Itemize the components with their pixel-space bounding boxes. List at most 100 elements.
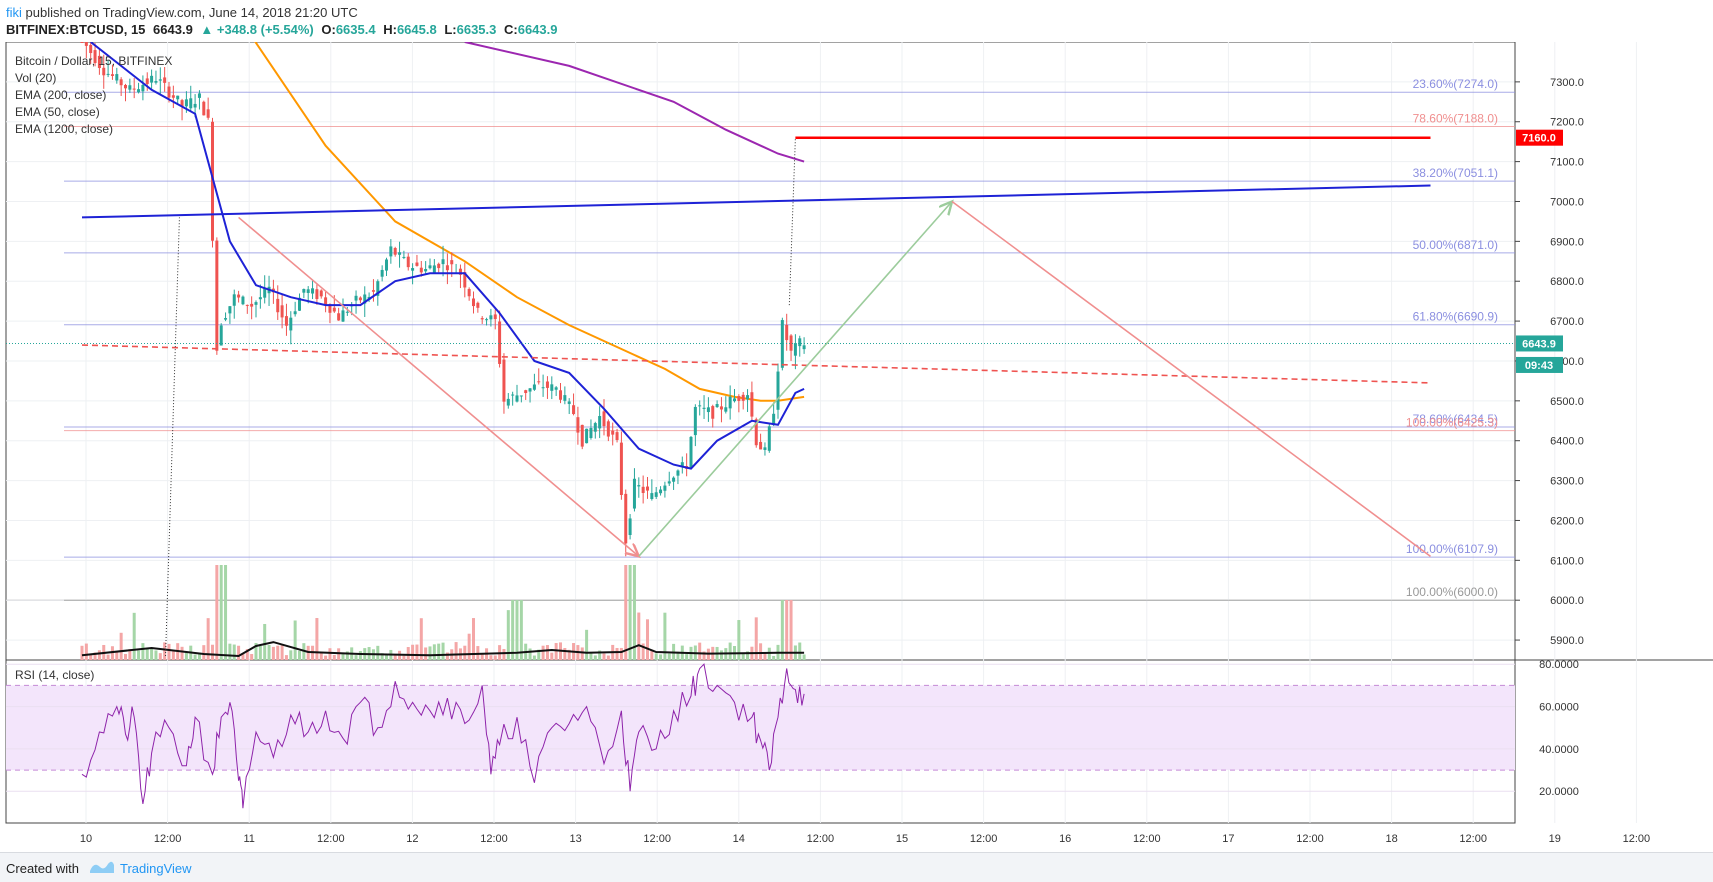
volume-bar <box>532 655 536 660</box>
volume-bar <box>780 600 784 660</box>
volume-bar <box>528 648 532 660</box>
time-tick-label: 11 <box>243 833 254 845</box>
volume-bar <box>641 643 645 660</box>
candle-body <box>380 269 384 277</box>
candle-body <box>767 426 771 451</box>
candle-body <box>276 298 280 313</box>
volume-bar <box>650 649 654 660</box>
volume-bar <box>580 647 584 660</box>
rsi-line <box>81 663 805 809</box>
candle-body <box>258 297 262 300</box>
candle-body <box>715 404 719 408</box>
legend-title: Bitcoin / Dollar, 15, BITFINEX <box>15 54 173 68</box>
candle-body <box>519 395 523 397</box>
candle-body <box>472 298 475 307</box>
candle-body <box>176 95 180 100</box>
candle-body <box>363 294 367 304</box>
high-value: 6645.8 <box>396 22 437 37</box>
volume-bar <box>115 651 119 660</box>
candle-body <box>785 324 789 341</box>
candle-body <box>437 263 441 269</box>
candle-body <box>576 417 580 433</box>
volume-bar <box>685 654 689 660</box>
candle-body <box>328 304 332 313</box>
candle-body <box>197 93 201 98</box>
volume-ma-line <box>81 641 805 658</box>
volume-bar <box>150 647 154 660</box>
candle-body <box>150 75 154 83</box>
volume-bar <box>202 645 206 660</box>
candle-body <box>389 246 393 257</box>
volume-bar <box>93 652 97 660</box>
candle-body <box>224 318 228 320</box>
candle-body <box>84 42 88 46</box>
candle-body <box>502 359 506 402</box>
volume-bar <box>654 653 658 660</box>
rsi-tick-label: 60.0000 <box>1539 702 1579 714</box>
volume-bar <box>472 618 475 660</box>
price-change: ▲ +348.8 (+5.54%) <box>200 22 314 37</box>
candle-body <box>141 84 145 92</box>
volume-bar <box>380 653 384 660</box>
candle-body <box>759 441 763 450</box>
tradingview-link[interactable]: TradingView <box>120 861 192 876</box>
volume-bar <box>332 654 336 660</box>
volume-bar <box>184 652 188 660</box>
volume-bar <box>519 600 523 660</box>
close-value: 6643.9 <box>517 22 558 37</box>
candle-body <box>376 281 380 296</box>
author-link[interactable]: fiki <box>6 5 22 20</box>
volume-bar <box>789 600 793 660</box>
volume-bar <box>358 651 362 660</box>
candle-body <box>632 478 636 509</box>
candle-body <box>550 384 554 391</box>
volume-bar <box>502 648 506 660</box>
publication-header: fiki published on TradingView.com, June … <box>0 0 1713 42</box>
time-tick-label: 12 <box>406 833 418 845</box>
candle-body <box>572 405 576 415</box>
candle-body <box>606 421 610 437</box>
projection-dotted-line <box>788 137 796 306</box>
candle-body <box>515 395 519 402</box>
candle-body <box>293 311 297 315</box>
volume-bar <box>589 652 593 660</box>
candle-body <box>702 407 706 409</box>
candle-body <box>280 305 284 318</box>
volume-bar <box>728 642 732 660</box>
candle-body <box>654 492 658 497</box>
volume-bar <box>319 652 323 660</box>
volume-bar <box>106 654 110 660</box>
time-tick-label: 12:00 <box>154 833 182 845</box>
time-tick-label: 16 <box>1059 833 1071 845</box>
price-chart[interactable]: 10 12:00 11 12:00 12 12:00 13 12:00 14 12:00 15 12:… <box>0 42 1713 852</box>
volume-bar <box>698 642 702 660</box>
candle-body <box>624 493 628 544</box>
candle-body <box>680 462 684 467</box>
projection-dotted-line <box>165 217 180 657</box>
candle-body <box>628 518 632 536</box>
volume-bar <box>158 653 162 660</box>
volume-bar <box>354 655 358 660</box>
price-tick-label: 6700.0 <box>1550 316 1584 328</box>
footer-bar: Created with TradingView <box>0 852 1713 882</box>
candle-body <box>228 306 232 314</box>
tradingview-logo-icon[interactable] <box>88 859 116 875</box>
volume-bar <box>393 654 397 660</box>
candle-body <box>754 419 758 446</box>
time-tick-label: 10 <box>80 833 92 845</box>
price-badge <box>1516 356 1563 373</box>
published-text: published on TradingView.com, June 14, 2… <box>25 5 358 20</box>
candle-body <box>532 384 536 390</box>
volume-bar <box>480 654 484 660</box>
volume-bar <box>80 645 84 660</box>
candle-body <box>241 296 245 305</box>
volume-bar <box>537 649 541 660</box>
low-value: 6635.3 <box>456 22 497 37</box>
candle-body <box>102 67 106 76</box>
volume-bar <box>237 645 241 660</box>
fib-level-label: 78.60%(7188.0) <box>1413 112 1498 126</box>
time-tick-label: 15 <box>896 833 908 845</box>
candle-body <box>263 287 267 298</box>
candle-body <box>524 390 528 394</box>
candle-body <box>602 411 606 427</box>
